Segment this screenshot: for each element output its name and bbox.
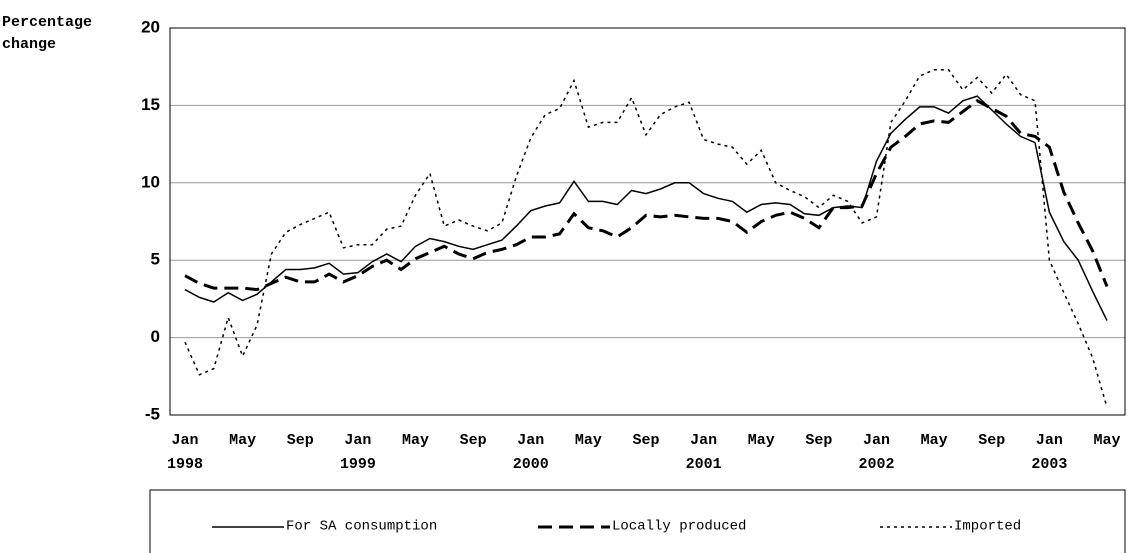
x-tick-label: May [748, 432, 775, 449]
y-axis-label: Percentage change [2, 14, 92, 53]
legend-label: Locally produced [612, 519, 746, 535]
legend-label: Imported [954, 519, 1021, 535]
x-tick-label: May [575, 432, 602, 449]
x-tick-label: Jan 2000 [513, 432, 549, 473]
y-tick-label: 15 [141, 95, 160, 114]
x-tick-label: Sep [287, 432, 314, 449]
x-tick-label: May [402, 432, 429, 449]
series-line [184, 69, 1108, 408]
x-tick-label: Jan 2003 [1031, 432, 1067, 473]
x-tick-label: Jan 2002 [858, 432, 894, 473]
x-tick-label: Sep [632, 432, 659, 449]
series-line [184, 99, 1109, 292]
legend-box [149, 489, 1126, 553]
plot-frame [169, 27, 1126, 416]
y-tick-label: 0 [151, 327, 160, 346]
x-tick-label: Jan 1998 [167, 432, 203, 473]
x-tick-label: May [921, 432, 948, 449]
x-tick-label: May [229, 432, 256, 449]
y-tick-label: 5 [151, 250, 160, 269]
x-tick-label: Sep [460, 432, 487, 449]
y-tick-label: -5 [145, 404, 160, 423]
x-tick-label: Sep [805, 432, 832, 449]
x-tick-label: May [1093, 432, 1120, 449]
x-tick-label: Jan 2001 [686, 432, 722, 473]
y-tick-label: 10 [141, 172, 160, 191]
y-tick-label: 20 [141, 17, 160, 36]
series-line [184, 95, 1108, 321]
x-tick-label: Jan 1999 [340, 432, 376, 473]
x-tick-label: Sep [978, 432, 1005, 449]
legend-label: For SA consumption [286, 519, 437, 535]
